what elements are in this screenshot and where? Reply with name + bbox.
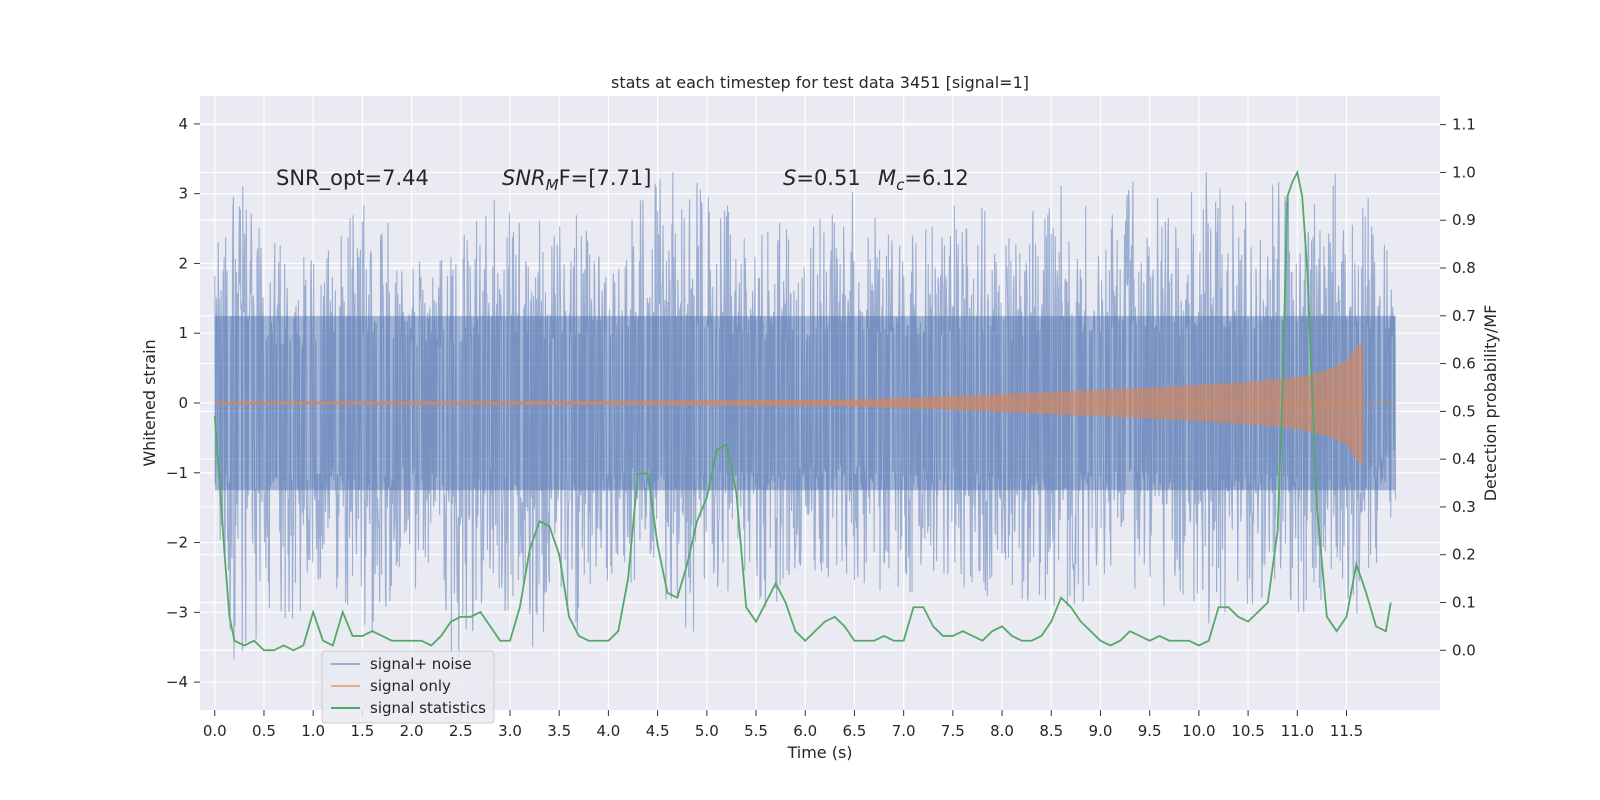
x-tick-label: 4.5 [646,722,670,740]
legend-label-signal-noise: signal+ noise [370,655,472,673]
signal-noise-line [214,172,1397,660]
legend: signal+ noise signal only signal statist… [321,650,495,724]
y-right-tick-label: 0.1 [1452,593,1476,611]
x-tick-label: 6.0 [793,722,817,740]
legend-label-signal-only: signal only [370,677,451,695]
y-right-tick-label: 0.9 [1452,211,1476,229]
x-tick-label: 7.5 [941,722,965,740]
y-right-tick-label: 0.8 [1452,259,1476,277]
legend-box [321,650,495,724]
y-left-tick-label: 4 [178,115,188,133]
x-tick-label: 9.5 [1138,722,1162,740]
x-tick-label: 8.0 [990,722,1014,740]
y-left-tick-label: −4 [166,673,188,691]
x-tick-label: 2.0 [400,722,424,740]
x-tick-label: 5.5 [744,722,768,740]
x-tick-label: 3.0 [498,722,522,740]
y-right-tick-label: 0.0 [1452,641,1476,659]
y-right-tick-label: 0.4 [1452,450,1476,468]
x-tick-label: 0.5 [252,722,276,740]
legend-label-signal-statistics: signal statistics [370,699,486,717]
y-left-tick-label: 2 [178,254,188,272]
x-tick-label: 6.5 [843,722,867,740]
y-left-tick-label: −3 [166,603,188,621]
x-tick-label: 11.5 [1330,722,1363,740]
annotation-s: S=0.51 [783,166,861,190]
x-tick-label: 8.5 [1039,722,1063,740]
y-axis-label-left: Whitened strain [140,339,159,466]
y-right-tick-label: 1.1 [1452,116,1476,134]
x-tick-label: 9.0 [1089,722,1113,740]
x-tick-label: 5.0 [695,722,719,740]
y-left-tick-label: −2 [166,534,188,552]
x-tick-label: 0.0 [203,722,227,740]
x-tick-label: 1.0 [301,722,325,740]
y-right-tick-label: 0.3 [1452,498,1476,516]
y-right-tick-label: 0.2 [1452,546,1476,564]
x-tick-label: 3.5 [547,722,571,740]
y-left-tick-label: 1 [178,324,188,342]
chart-title: stats at each timestep for test data 345… [611,73,1029,92]
y-left-tick-label: −1 [166,464,188,482]
axes: 0.0 0.5 1.0 1.5 2.0 2.5 3.0 3.5 4.0 4.5 5.0 5.5 6.0 6… [166,115,1476,740]
y-left-tick-label: 0 [178,394,188,412]
x-tick-label: 11.0 [1281,722,1314,740]
y-right-tick-label: 1.0 [1452,163,1476,181]
y-right-tick-label: 0.6 [1452,355,1476,373]
signal-only-series [214,343,1396,463]
x-axis-label: Time (s) [786,743,852,762]
x-tick-label: 4.0 [596,722,620,740]
annotation-snr-opt: SNR_opt=7.44 [276,166,429,191]
signal-statistics-series [213,169,1392,652]
x-tick-label: 10.5 [1231,722,1264,740]
y-right-tick-label: 0.5 [1452,402,1476,420]
x-tick-label: 7.0 [892,722,916,740]
annotation-snr-mf: SNRMF=[7.71] [502,166,651,194]
annotation-mc: Mc=6.12 [878,166,969,194]
x-tick-label: 2.5 [449,722,473,740]
signal-statistics-line [213,169,1392,652]
x-tick-label: 1.5 [350,722,374,740]
x-tick-label: 10.0 [1182,722,1215,740]
y-left-tick-label: 3 [178,185,188,203]
y-right-tick-label: 0.7 [1452,307,1476,325]
y-axis-label-right: Detection probability/MF [1481,305,1500,502]
